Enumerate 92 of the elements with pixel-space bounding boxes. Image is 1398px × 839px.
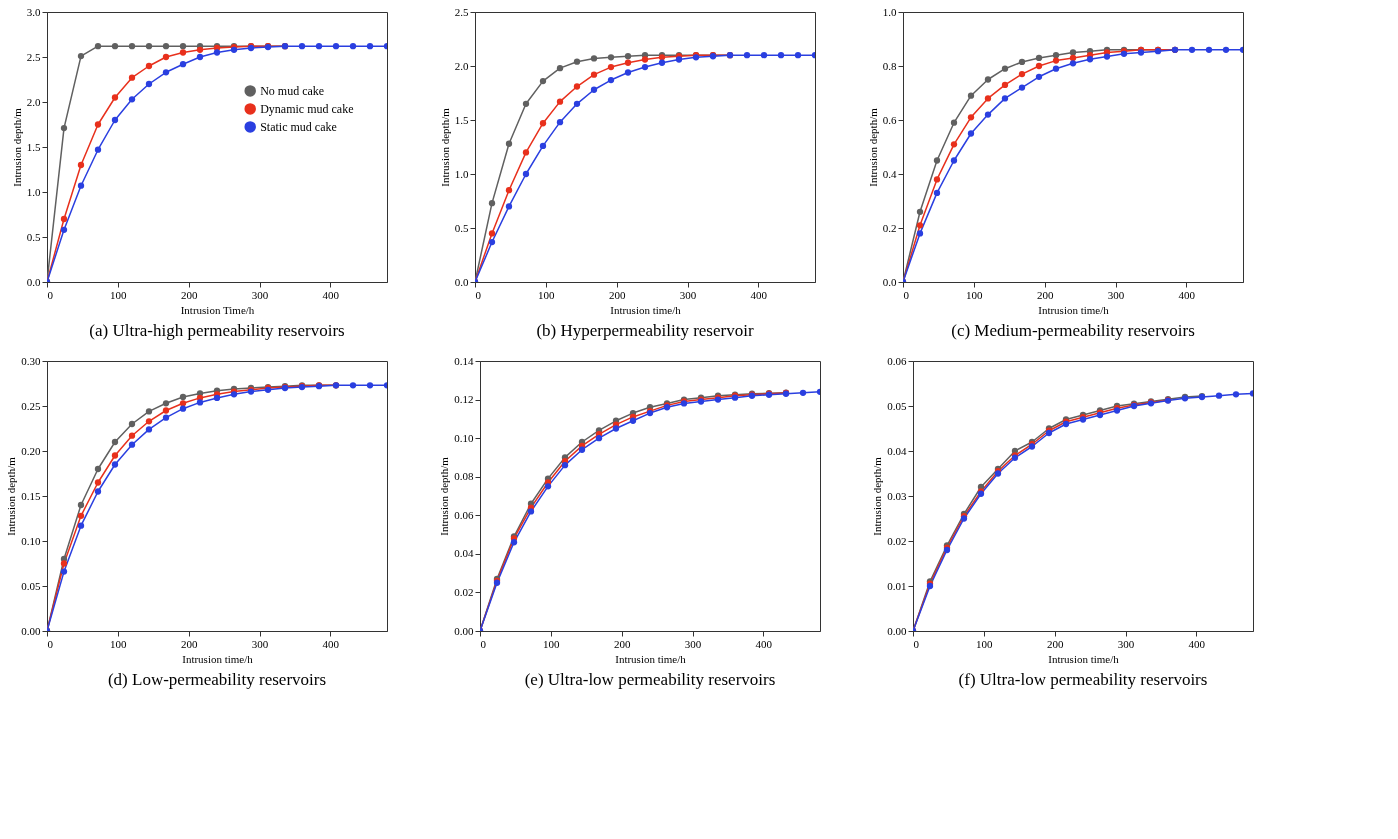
x-tick-label: 0 [47, 288, 54, 301]
legend-label: Dynamic mud cake [260, 101, 354, 116]
y-tick-label: 0.05 [21, 579, 41, 592]
x-tick-label: 0 [47, 637, 54, 650]
x-tick-label: 300 [1107, 288, 1125, 301]
y-tick-label: 1.0 [26, 185, 41, 198]
y-tick-label: 0.5 [26, 230, 41, 243]
text: (f) Ultra-low permeability reservoirs [958, 670, 1208, 689]
y-tick-label: 0.02 [887, 534, 907, 547]
y-tick-label: 0.30 [21, 354, 41, 367]
x-tick-label: 400 [322, 637, 340, 650]
x-tick-label: 300 [684, 637, 702, 650]
y-tick-label: 0.00 [21, 624, 41, 637]
y-tick-label: 0.12 [454, 393, 474, 406]
y-tick-label: 0.01 [887, 579, 907, 592]
x-tick-label: 200 [1036, 288, 1054, 301]
x-tick-label: 400 [322, 288, 340, 301]
y-tick-label: 2.5 [26, 50, 41, 63]
legend-label: Static mud cake [260, 119, 337, 134]
text: (b) Hyperpermeability reservoir [536, 321, 754, 340]
x-tick-label: 400 [1178, 288, 1196, 301]
y-axis-title: Intrusion depth/m [10, 107, 23, 187]
x-tick-label: 400 [1188, 637, 1206, 650]
x-tick-label: 400 [750, 288, 768, 301]
text: (d) Low-permeability reservoirs [107, 670, 327, 689]
y-axis-title: Intrusion depth/m [438, 456, 451, 536]
y-tick-label: 0.04 [887, 444, 907, 457]
x-tick-label: 0 [913, 637, 920, 650]
x-tick-label: 200 [613, 637, 631, 650]
x-tick-label: 100 [543, 637, 561, 650]
y-tick-label: 1.0 [454, 167, 469, 180]
x-tick-label: 100 [110, 637, 128, 650]
y-axis-title: Intrusion depth/m [5, 456, 18, 536]
x-axis-title: Intrusion time/h [1048, 652, 1120, 665]
x-tick-label: 200 [180, 637, 198, 650]
x-axis-title: Intrusion Time/h [180, 303, 255, 316]
y-tick-label: 0.6 [882, 113, 897, 126]
x-tick-label: 0 [480, 637, 487, 650]
y-tick-label: 0.00 [454, 624, 474, 637]
x-axis-title: Intrusion time/h [610, 303, 682, 316]
y-tick-label: 0.0 [882, 275, 897, 288]
y-tick-label: 1.0 [882, 5, 897, 18]
x-tick-label: 100 [538, 288, 556, 301]
y-axis-title: Intrusion depth/m [871, 456, 884, 536]
y-tick-label: 0.03 [887, 489, 907, 502]
y-tick-label: 0.20 [21, 444, 41, 457]
x-axis-title: Intrusion time/h [615, 652, 687, 665]
y-tick-label: 0.0 [26, 275, 41, 288]
x-tick-label: 400 [755, 637, 773, 650]
y-tick-label: 0.04 [454, 547, 474, 560]
y-axis-title: Intrusion depth/m [438, 107, 451, 187]
y-tick-label: 0.4 [882, 167, 897, 180]
y-tick-label: 0.0 [454, 275, 469, 288]
y-tick-label: 2.5 [454, 5, 469, 18]
x-tick-label: 300 [251, 637, 269, 650]
y-tick-label: 1.5 [26, 140, 41, 153]
y-tick-label: 2.0 [26, 95, 41, 108]
x-axis-title: Intrusion time/h [1038, 303, 1110, 316]
y-tick-label: 0.10 [21, 534, 41, 547]
y-tick-label: 0.06 [454, 508, 474, 521]
x-tick-label: 0 [475, 288, 482, 301]
y-tick-label: 0.00 [887, 624, 907, 637]
y-axis-title: Intrusion depth/m [866, 107, 879, 187]
text: (e) Ultra-low permeability reservoirs [524, 670, 776, 689]
y-tick-label: 0.2 [882, 221, 897, 234]
y-tick-label: 0.10 [454, 431, 474, 444]
x-tick-label: 200 [608, 288, 626, 301]
x-tick-label: 0 [903, 288, 910, 301]
y-tick-label: 0.8 [882, 59, 897, 72]
y-tick-label: 0.08 [454, 470, 474, 483]
y-tick-label: 0.5 [454, 221, 469, 234]
x-tick-label: 300 [1117, 637, 1135, 650]
y-tick-label: 2.0 [454, 59, 469, 72]
y-tick-label: 0.14 [454, 354, 474, 367]
x-tick-label: 100 [966, 288, 984, 301]
x-tick-label: 200 [1046, 637, 1064, 650]
x-tick-label: 300 [679, 288, 697, 301]
x-tick-label: 200 [180, 288, 198, 301]
y-tick-label: 0.25 [21, 399, 41, 412]
y-tick-label: 3.0 [26, 5, 41, 18]
y-tick-label: 0.06 [887, 354, 907, 367]
x-tick-label: 100 [976, 637, 994, 650]
legend-label: No mud cake [260, 83, 325, 98]
y-tick-label: 0.05 [887, 399, 907, 412]
y-tick-label: 1.5 [454, 113, 469, 126]
text: (a) Ultra-high permeability reservoirs [89, 321, 345, 340]
x-tick-label: 100 [110, 288, 128, 301]
text: (c) Medium-permeability reservoirs [951, 321, 1195, 340]
x-tick-label: 300 [251, 288, 269, 301]
x-axis-title: Intrusion time/h [182, 652, 254, 665]
y-tick-label: 0.02 [454, 585, 474, 598]
y-tick-label: 0.15 [21, 489, 41, 502]
